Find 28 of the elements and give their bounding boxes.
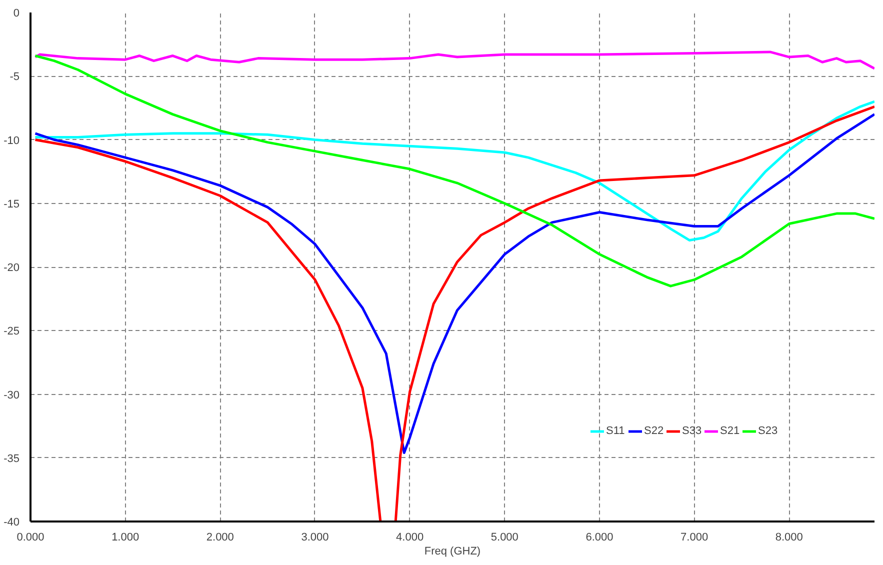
y-tick-label: -5	[10, 71, 20, 84]
y-tick-label: -40	[4, 516, 20, 528]
y-tick-label: -20	[4, 262, 20, 274]
legend-label: S22	[644, 425, 664, 437]
x-tick-label: 1.000	[112, 532, 140, 544]
y-tick-label: 0	[13, 8, 20, 20]
y-tick-label: -25	[4, 326, 20, 338]
x-tick-label: 5.000	[490, 532, 518, 544]
legend-label: S21	[720, 425, 740, 437]
x-tick-label: 6.000	[586, 532, 614, 544]
y-tick-label: -10	[4, 134, 20, 147]
x-tick-label: 3.000	[301, 532, 329, 544]
x-tick-label: 0.000	[16, 532, 44, 544]
x-tick-label: 2.000	[206, 532, 234, 544]
legend-label: S23	[758, 425, 778, 437]
y-tick-label: -30	[4, 389, 20, 402]
x-axis-title: Freq (GHZ)	[424, 546, 481, 558]
line-series	[34, 113, 874, 454]
line-series	[34, 100, 874, 242]
line-series	[34, 54, 874, 288]
x-tick-label: 4.000	[396, 532, 424, 544]
x-tick-label: 8.000	[775, 532, 803, 544]
y-tick-label: -35	[4, 452, 20, 465]
legend-label: S33	[682, 425, 702, 437]
x-tick-label: 7.000	[680, 532, 708, 544]
y-tick-label: -15	[4, 198, 20, 210]
line-series	[34, 50, 874, 70]
legend-label: S11	[606, 425, 626, 437]
